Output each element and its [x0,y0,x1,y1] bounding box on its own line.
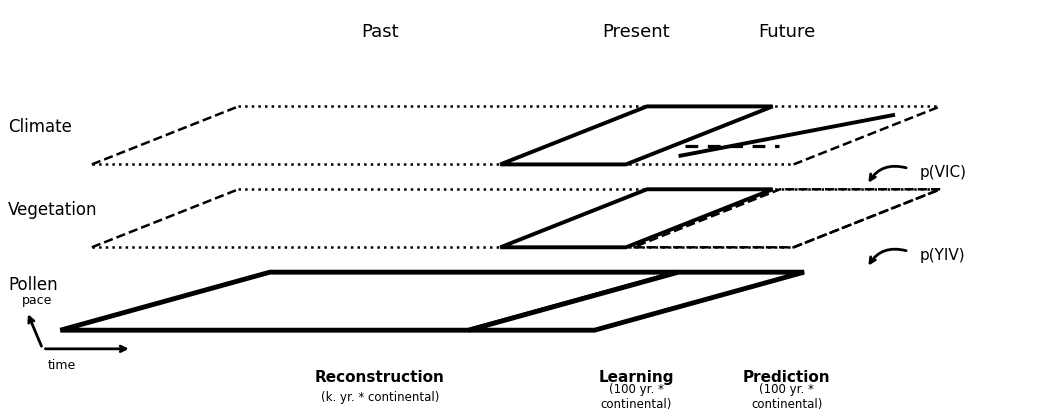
Text: Vegetation: Vegetation [8,201,98,219]
Text: Pollen: Pollen [8,276,58,294]
Text: Future: Future [758,23,815,41]
Polygon shape [500,189,773,247]
Text: Climate: Climate [8,118,72,136]
Text: p(YIV): p(YIV) [919,248,965,263]
Polygon shape [500,106,773,164]
Text: Present: Present [602,23,671,41]
Text: (k. yr. * continental): (k. yr. * continental) [321,391,439,404]
Text: Reconstruction: Reconstruction [315,370,444,386]
Text: pace: pace [22,294,52,307]
Text: Past: Past [361,23,399,41]
Polygon shape [60,272,678,330]
Text: p(VIC): p(VIC) [919,165,967,180]
Text: (100 yr. *
continental): (100 yr. * continental) [751,383,822,411]
Text: Prediction: Prediction [743,370,831,386]
Text: Learning: Learning [599,370,674,386]
Text: (100 yr. *
continental): (100 yr. * continental) [601,383,672,411]
Text: time: time [47,359,76,372]
Polygon shape [469,272,804,330]
